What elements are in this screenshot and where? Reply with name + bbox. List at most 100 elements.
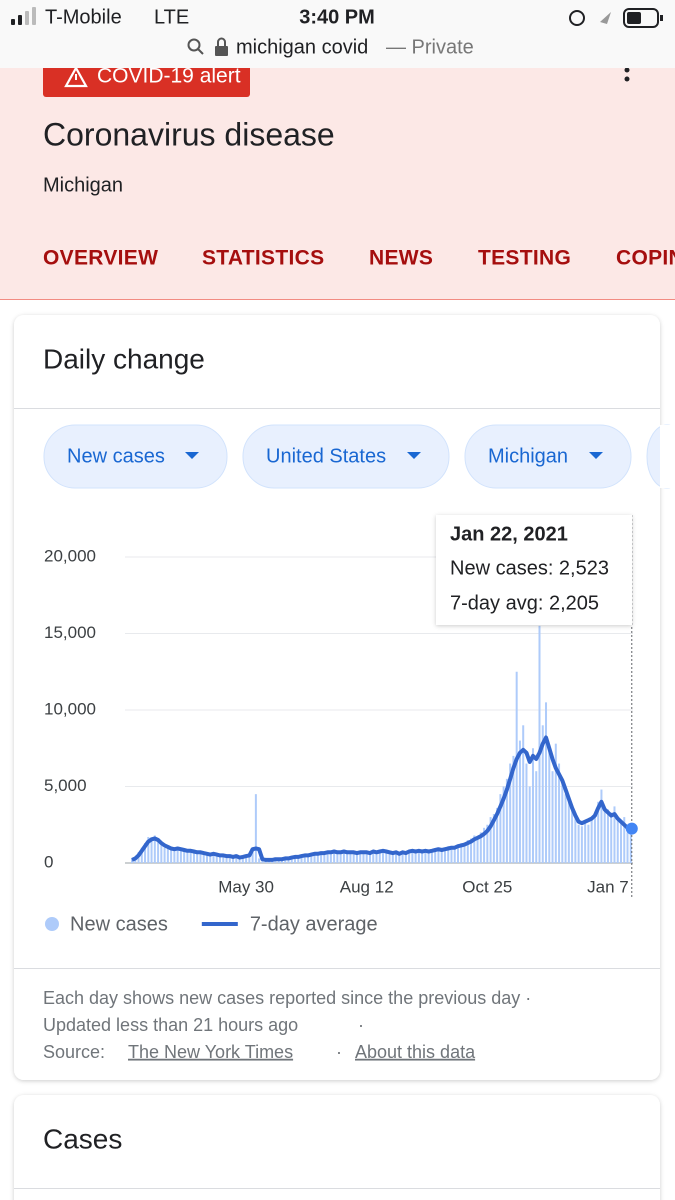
tab[interactable]: STATISTICS [202,247,324,270]
tab[interactable]: COPIN [616,247,675,270]
bar [157,841,160,863]
bar [535,771,538,863]
alert-text: COVID-19 alert [97,65,241,88]
bar [297,856,300,863]
source-link[interactable]: The New York Times [128,1042,293,1062]
bar [522,725,525,863]
bar [287,858,290,863]
bar [150,838,153,863]
bar [196,851,199,863]
bar [408,850,411,863]
bar [479,832,482,863]
bar [368,853,371,863]
bar [473,835,476,863]
url[interactable]: michigan covid [236,36,368,58]
filter-chip[interactable] [242,424,450,489]
private-label: — Private [386,36,474,58]
x-tick-label: May 30 [218,877,274,896]
legend-label: 7-day average [250,913,378,935]
bar [486,824,489,863]
filter-chip[interactable] [43,424,228,489]
card-title: Cases [43,1123,122,1154]
bar [219,856,222,863]
carrier: T-Mobile [45,6,122,28]
bar [179,848,182,863]
bar [626,832,629,863]
bar [140,847,143,863]
dropdown-arrow [185,452,199,459]
bar [251,852,254,863]
bar [205,854,208,863]
bar [623,817,626,863]
bar [515,671,518,863]
bar [352,852,355,863]
bar [548,748,551,863]
bar [372,850,375,863]
separator: · [358,1015,364,1035]
bar [209,853,212,863]
about-link[interactable]: About this data [355,1042,476,1062]
bar [212,855,215,863]
source-label: Source: [43,1042,105,1062]
bar [342,849,345,863]
bar [245,856,248,863]
bar [551,771,554,863]
bar [254,794,257,863]
tab[interactable]: OVERVIEW [43,247,158,270]
bar [290,856,293,863]
note: Each day shows new cases reported since … [43,988,531,1008]
bar [443,847,446,863]
bar [307,853,310,863]
bar [261,859,264,863]
separator: · [336,1042,342,1062]
bar [424,849,427,863]
network: LTE [154,6,189,28]
dropdown-arrow [589,452,603,459]
bar [320,852,323,863]
filter-chip[interactable] [464,424,632,489]
bar [173,847,176,863]
bar [385,852,388,863]
bar [466,840,469,863]
bar [225,855,228,863]
more-menu[interactable] [624,67,630,82]
bar [388,853,391,863]
bar [339,853,342,863]
bar [437,847,440,863]
bar [509,763,512,863]
bar [590,817,593,863]
y-tick-label: 5,000 [44,776,87,795]
bar [398,854,401,863]
bar [489,817,492,863]
bar [404,853,407,863]
bar [554,743,557,863]
legend-label: New cases [70,913,168,935]
time: 3:40 PM [299,6,375,28]
y-tick-label: 0 [44,852,53,871]
bar [323,853,326,863]
bar [222,854,225,863]
bar [476,836,479,863]
alert-icon [64,65,88,88]
bar [183,850,186,863]
tab[interactable]: TESTING [478,247,571,270]
bar [597,801,600,863]
bar [613,806,616,863]
bar [391,853,394,863]
bar [395,851,398,863]
y-tick-label: 20,000 [44,546,96,565]
bar [470,838,473,863]
bar [310,855,313,863]
bar [163,847,166,863]
bar [215,853,218,863]
tab[interactable]: NEWS [369,247,433,270]
card-title: Daily change [43,343,205,374]
bar [541,725,544,863]
tooltip [436,515,632,625]
bar [574,817,577,863]
bar [505,778,508,863]
bar [258,858,261,863]
bar [147,836,150,863]
